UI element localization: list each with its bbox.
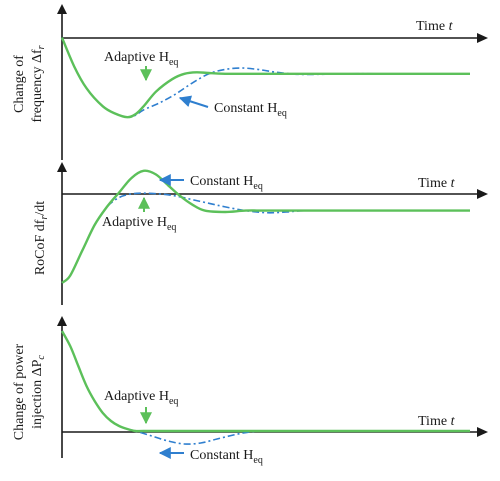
x-axis-label-3: Time t (418, 414, 456, 429)
series-adaptive-line-2 (61, 169, 470, 284)
svg-text:injection ΔPc: injection ΔPc (30, 355, 47, 429)
series-constant-line-2 (61, 192, 470, 284)
x-axis-arrow-2 (477, 189, 488, 199)
svg-text:Change of: Change of (12, 55, 27, 113)
panel-power: Time t Change of power injection ΔPc Ada… (12, 316, 488, 466)
x-axis-label-2: Time t (418, 176, 456, 191)
y-axis-label-3: Change of power injection ΔPc (12, 343, 47, 440)
panel-rocof: Time t RoCoF dfr/dt Constant Heq Adaptiv… (33, 162, 488, 305)
panel-frequency: Time t Change of frequency Δfr Adaptive … (12, 4, 488, 160)
series-adaptive-line-1 (60, 37, 470, 119)
annotation-adaptive-1: Adaptive Heq (104, 50, 178, 68)
arrow-constant-1 (178, 95, 209, 108)
annotation-constant-1: Constant Heq (214, 101, 287, 119)
annotation-constant-3: Constant Heq (190, 448, 263, 466)
x-axis-arrow-1 (477, 33, 488, 43)
annotation-adaptive-2: Adaptive Heq (102, 215, 176, 233)
y-axis-arrow-2 (57, 162, 67, 172)
svg-text:RoCoF dfr/dt: RoCoF dfr/dt (33, 201, 50, 275)
annotation-constant-2: Constant Heq (190, 174, 263, 192)
annotation-adaptive-3: Adaptive Heq (104, 389, 178, 407)
series-adaptive-line-3 (60, 330, 470, 433)
y-axis-label-2: RoCoF dfr/dt (33, 201, 50, 275)
svg-text:frequency Δfr: frequency Δfr (30, 45, 47, 122)
y-axis-label-1: Change of frequency Δfr (12, 45, 47, 122)
y-axis-arrow-3 (57, 316, 67, 326)
svg-text:Change of power: Change of power (12, 343, 27, 440)
x-axis-label-1: Time t (416, 19, 454, 34)
x-axis-arrow-3 (477, 427, 488, 437)
y-axis-arrow-1 (57, 4, 67, 14)
